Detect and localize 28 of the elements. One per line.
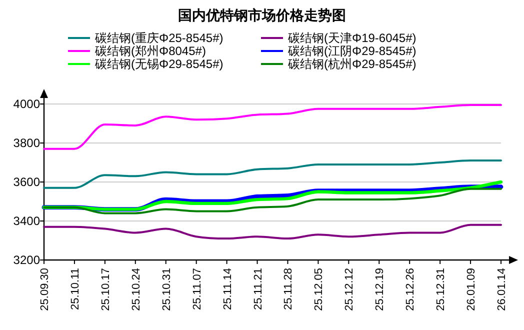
xtick: 25.10.24 (130, 268, 142, 311)
legend-label: 碳结钢(重庆Φ25-8545#) (95, 31, 224, 45)
xtick: 25.12.12 (344, 268, 356, 311)
xtick: 25.10.17 (100, 268, 112, 311)
xtick: 25.12.19 (374, 268, 386, 311)
xtick: 25.09.30 (39, 268, 51, 311)
xtick: 25.10.31 (160, 268, 173, 311)
ytick: 4000 (13, 97, 40, 111)
xtick: 26.01.09 (466, 268, 478, 311)
legend-label: 碳结钢(无锡Φ29-8545#) (95, 57, 224, 71)
ytick: 3800 (13, 136, 40, 150)
xtick: 26.01.14 (496, 268, 508, 311)
legend-label: 碳结钢(郑州Φ8045#) (95, 44, 206, 58)
legend-label: 碳结钢(天津Φ19-6045#) (288, 31, 416, 45)
xtick: 25.11.14 (222, 268, 234, 310)
xtick: 25.12.31 (435, 268, 448, 311)
legend-label: 碳结钢(江阴Φ29-8545#) (288, 44, 416, 58)
xtick: 25.12.26 (404, 268, 417, 311)
xtick: 25.10.11 (69, 268, 82, 310)
xtick: 25.11.28 (282, 268, 295, 310)
xtick: 25.11.21 (252, 268, 264, 310)
ytick: 3600 (13, 175, 40, 189)
ytick: 3200 (13, 253, 40, 267)
ytick: 3400 (13, 214, 40, 228)
legend-label: 碳结钢(杭州Φ29-8545#) (288, 57, 416, 71)
xtick: 25.12.05 (313, 268, 326, 311)
xtick: 25.11.07 (191, 268, 204, 310)
title: 国内优特钢市场价格走势图 (178, 7, 346, 23)
